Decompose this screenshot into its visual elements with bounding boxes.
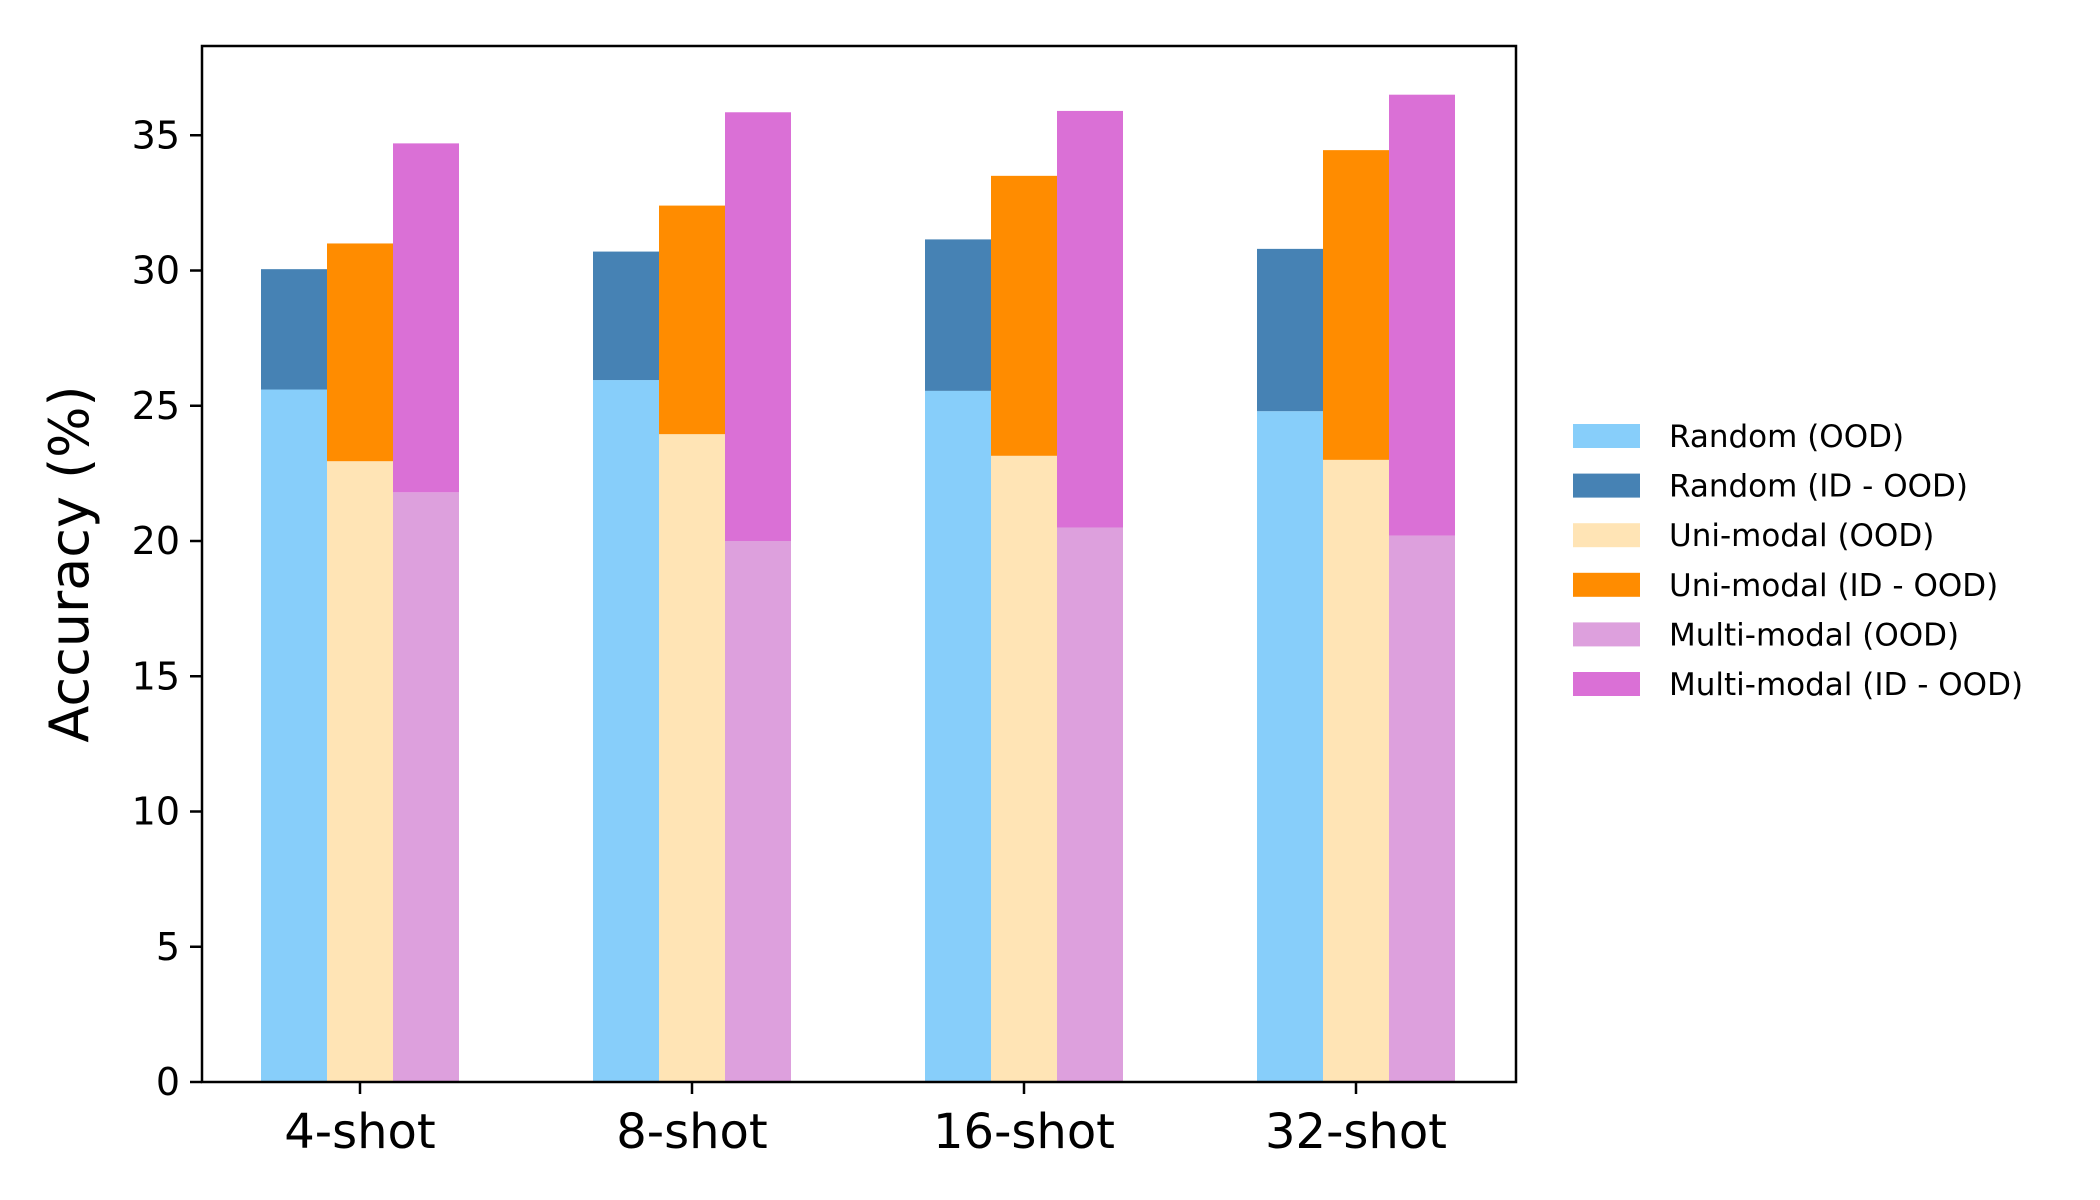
plot-frame	[200, 44, 1518, 1084]
x-tick-label-16-shot: 16-shot	[933, 1104, 1115, 1160]
legend-label-random-id-ood: Random (ID - OOD)	[1669, 469, 1968, 505]
legend-label-multi-modal-id-ood: Multi-modal (ID - OOD)	[1669, 667, 2023, 703]
y-tick-label-5: 5	[156, 925, 180, 969]
y-tick-label-15: 15	[132, 654, 180, 698]
y-tick-label-25: 25	[132, 384, 180, 428]
bar-uni-modal-ood-4-shot	[327, 461, 393, 1082]
bar-multi-modal-ood-32-shot	[1389, 535, 1455, 1082]
bar-random-ood-32-shot	[1257, 411, 1323, 1083]
bar-random-id-ood-32-shot	[1257, 248, 1323, 412]
bar-random-ood-4-shot	[261, 389, 327, 1082]
x-axis: 4-shot 8-shot 16-shot 32-shot	[284, 1082, 1447, 1160]
legend-swatch-uni-modal-ood	[1573, 523, 1640, 548]
legend-label-uni-modal-ood: Uni-modal (OOD)	[1669, 518, 1934, 554]
bar-multi-modal-ood-8-shot	[725, 541, 791, 1082]
legend-label-uni-modal-id-ood: Uni-modal (ID - OOD)	[1669, 568, 1998, 604]
bar-multi-modal-id-ood-16-shot	[1057, 110, 1123, 528]
legend-swatch-multi-modal-id-ood	[1573, 672, 1640, 696]
bar-uni-modal-id-ood-8-shot	[659, 205, 725, 435]
legend-swatch-random-ood	[1573, 424, 1640, 448]
bar-random-ood-16-shot	[925, 390, 991, 1082]
y-tick-label-10: 10	[132, 790, 180, 834]
bar-multi-modal-id-ood-32-shot	[1389, 94, 1455, 536]
bar-multi-modal-id-ood-4-shot	[393, 143, 459, 493]
y-axis: 0 5 10 15 20 25 30 35	[132, 113, 202, 1104]
legend-swatch-uni-modal-id-ood	[1573, 572, 1640, 597]
bar-random-id-ood-16-shot	[925, 239, 991, 391]
legend-label-multi-modal-ood: Multi-modal (OOD)	[1669, 617, 1959, 653]
legend-swatch-multi-modal-ood	[1573, 622, 1640, 647]
bar-uni-modal-id-ood-32-shot	[1323, 150, 1389, 460]
bar-random-id-ood-8-shot	[593, 251, 659, 381]
bars-layer	[261, 94, 1455, 1083]
bar-uni-modal-ood-16-shot	[991, 455, 1057, 1082]
bar-multi-modal-id-ood-8-shot	[725, 112, 791, 542]
bar-uni-modal-id-ood-16-shot	[991, 175, 1057, 456]
bar-uni-modal-ood-8-shot	[659, 434, 725, 1082]
y-tick-label-35: 35	[132, 113, 180, 157]
legend: Random (OOD) Random (ID - OOD) Uni-modal (…	[1573, 419, 2023, 703]
y-tick-label-0: 0	[156, 1060, 180, 1104]
bar-multi-modal-ood-16-shot	[1057, 527, 1123, 1082]
bar-random-id-ood-4-shot	[261, 269, 327, 390]
y-tick-label-30: 30	[132, 249, 180, 293]
bar-random-ood-8-shot	[593, 380, 659, 1083]
x-tick-label-32-shot: 32-shot	[1265, 1104, 1447, 1160]
y-tick-label-20: 20	[132, 519, 180, 563]
bar-uni-modal-ood-32-shot	[1323, 459, 1389, 1082]
legend-label-random-ood: Random (OOD)	[1669, 419, 1904, 455]
legend-swatch-random-id-ood	[1573, 473, 1640, 498]
x-tick-label-4-shot: 4-shot	[284, 1104, 435, 1160]
bar-multi-modal-ood-4-shot	[393, 492, 459, 1082]
y-axis-label: Accuracy (%)	[38, 385, 101, 742]
x-tick-label-8-shot: 8-shot	[616, 1104, 767, 1160]
bar-uni-modal-id-ood-4-shot	[327, 243, 393, 462]
